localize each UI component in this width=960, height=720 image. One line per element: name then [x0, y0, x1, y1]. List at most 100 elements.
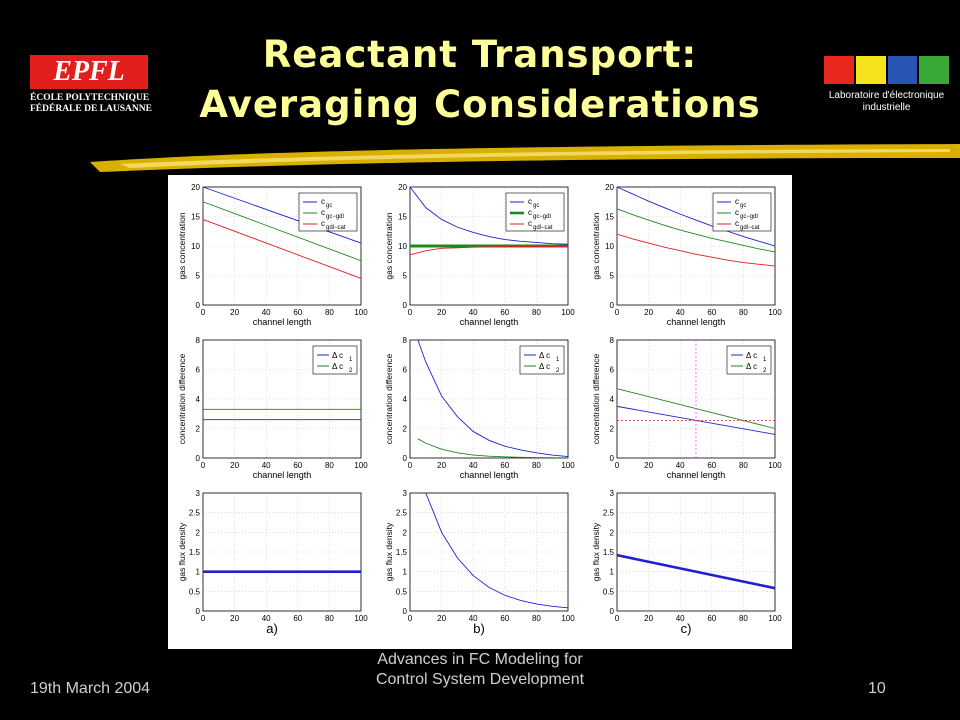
plot-axes-box: [202, 339, 362, 459]
legend-label-main: Δ c: [746, 362, 757, 371]
legend-label-sub: gc: [533, 203, 539, 209]
legend-label-main: c: [735, 197, 739, 206]
x-tick-label: 40: [262, 461, 271, 470]
series-line: [417, 339, 569, 457]
y-tick-label: 2.5: [396, 509, 408, 518]
x-tick-label: 60: [500, 461, 509, 470]
y-tick-label: 20: [605, 183, 614, 192]
y-tick-label: 8: [403, 336, 408, 345]
x-tick-label: 40: [676, 308, 685, 317]
y-axis-label: gas concentration: [384, 212, 394, 279]
legend-label-main: c: [528, 208, 532, 217]
y-axis-label: concentration difference: [177, 353, 187, 444]
x-tick-label: 0: [201, 461, 206, 470]
legend-label-main: c: [321, 197, 325, 206]
x-axis-label: channel length: [253, 317, 312, 327]
x-tick-label: 80: [325, 308, 334, 317]
legend-label-sub: gdl−cat: [533, 225, 553, 231]
y-axis-label: gas flux density: [177, 522, 187, 581]
lei-red-block: [824, 56, 854, 84]
y-tick-label: 3: [610, 489, 615, 498]
x-tick-label: 40: [262, 614, 271, 623]
x-tick-label: 80: [739, 461, 748, 470]
x-tick-label: 0: [408, 461, 413, 470]
legend-label-sub: 2: [349, 368, 353, 374]
x-tick-label: 20: [230, 614, 239, 623]
series-line: [616, 233, 776, 267]
footer-date: 19th March 2004: [30, 680, 151, 697]
legend-label-main: Δ c: [746, 351, 757, 360]
x-axis-label: channel length: [667, 317, 726, 327]
x-axis-label: channel length: [460, 317, 519, 327]
subplot-label: b): [473, 621, 485, 636]
series-line: [417, 438, 569, 459]
y-tick-label: 5: [403, 272, 408, 281]
y-axis-label: gas flux density: [591, 522, 601, 581]
x-tick-label: 20: [644, 308, 653, 317]
footer-title-line1: Advances in FC Modeling for: [377, 651, 583, 668]
plot-axes-box: [409, 492, 569, 612]
x-tick-label: 80: [532, 308, 541, 317]
title-line-1: Reactant Transport:: [262, 33, 698, 76]
x-tick-label: 20: [437, 614, 446, 623]
legend-label-sub: 2: [763, 368, 767, 374]
x-tick-label: 80: [739, 308, 748, 317]
y-tick-label: 1: [610, 568, 615, 577]
x-tick-label: 40: [676, 461, 685, 470]
x-tick-label: 100: [354, 461, 368, 470]
lei-logo: Laboratoire d'électronique industrielle: [824, 56, 949, 118]
y-tick-label: 1.5: [189, 548, 201, 557]
y-tick-label: 0: [403, 454, 408, 463]
x-tick-label: 80: [739, 614, 748, 623]
y-tick-label: 4: [196, 395, 201, 404]
y-tick-label: 0: [610, 454, 615, 463]
slide-title: Reactant Transport: Averaging Considerat…: [150, 30, 810, 130]
y-tick-label: 0: [403, 607, 408, 616]
y-tick-label: 1: [196, 568, 201, 577]
x-tick-label: 0: [408, 308, 413, 317]
y-tick-label: 3: [196, 489, 201, 498]
y-tick-label: 6: [196, 366, 201, 375]
y-tick-label: 2: [610, 425, 615, 434]
lei-green-block: [919, 56, 949, 84]
x-tick-label: 100: [561, 461, 575, 470]
y-tick-label: 1: [403, 568, 408, 577]
y-tick-label: 15: [191, 213, 200, 222]
x-tick-label: 100: [354, 308, 368, 317]
legend-box: [712, 192, 772, 232]
legend-label-main: Δ c: [332, 351, 343, 360]
x-tick-label: 40: [469, 308, 478, 317]
y-tick-label: 10: [191, 242, 200, 251]
y-tick-label: 0: [403, 301, 408, 310]
epfl-mark: EPFL: [30, 55, 148, 89]
x-tick-label: 60: [500, 308, 509, 317]
x-tick-label: 100: [768, 308, 782, 317]
x-tick-label: 60: [500, 614, 509, 623]
legend-label-sub: 1: [349, 357, 353, 363]
page-number: 10: [868, 680, 886, 697]
legend-box: [312, 345, 358, 375]
legend-label-sub: gc−gdl: [533, 214, 551, 220]
x-tick-label: 20: [230, 308, 239, 317]
x-tick-label: 60: [707, 614, 716, 623]
y-tick-label: 3: [403, 489, 408, 498]
y-axis-label: gas concentration: [177, 212, 187, 279]
x-tick-label: 60: [707, 308, 716, 317]
y-tick-label: 20: [398, 183, 407, 192]
subplot-label: a): [266, 621, 278, 636]
decorative-swoosh: [90, 144, 960, 172]
legend-label-main: Δ c: [332, 362, 343, 371]
y-tick-label: 0.5: [189, 587, 201, 596]
y-tick-label: 1.5: [396, 548, 408, 557]
legend-box: [298, 192, 358, 232]
y-tick-label: 8: [610, 336, 615, 345]
x-tick-label: 60: [293, 614, 302, 623]
x-tick-label: 80: [532, 614, 541, 623]
plot-axes-box: [202, 186, 362, 306]
x-tick-label: 100: [768, 461, 782, 470]
epfl-text-line2: FÉDÉRALE DE LAUSANNE: [30, 104, 152, 114]
x-tick-label: 40: [262, 308, 271, 317]
y-axis-label: concentration difference: [384, 353, 394, 444]
plot-axes-box: [409, 339, 569, 459]
